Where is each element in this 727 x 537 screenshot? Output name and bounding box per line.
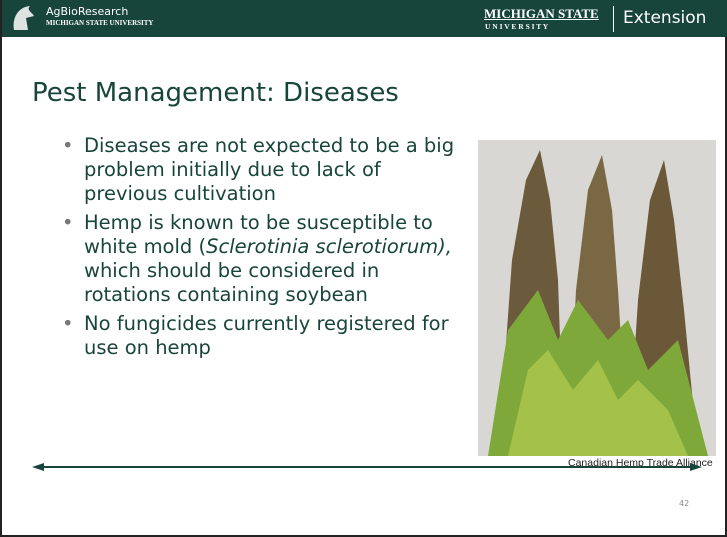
logo bbox=[10, 4, 36, 34]
slide-title: Pest Management: Diseases bbox=[32, 78, 399, 108]
bullet: No fungicides currently registered for u… bbox=[58, 312, 468, 360]
bullet-text: Diseases are not expected to be a big pr… bbox=[84, 134, 454, 205]
bullet-text: Sclerotinia sclerotiorum), bbox=[206, 235, 452, 258]
bullet-list: Diseases are not expected to be a big pr… bbox=[58, 134, 468, 365]
right-unit: Extension bbox=[623, 8, 706, 28]
header-bar: AgBioResearch MICHIGAN STATE UNIVERSITY … bbox=[2, 0, 727, 37]
left-subtitle: MICHIGAN STATE UNIVERSITY bbox=[46, 19, 153, 27]
footer-rule bbox=[32, 460, 702, 474]
page-number: 42 bbox=[679, 499, 689, 508]
right-title: MICHIGAN STATE bbox=[484, 6, 599, 22]
bullet: Diseases are not expected to be a big pr… bbox=[58, 134, 468, 206]
slide: AgBioResearch MICHIGAN STATE UNIVERSITY … bbox=[0, 0, 727, 537]
left-title: AgBioResearch bbox=[46, 6, 128, 18]
photo bbox=[478, 140, 716, 456]
bullet-text: which should be considered in rotations … bbox=[84, 259, 379, 306]
right-subtitle: U N I V E R S I T Y bbox=[485, 22, 548, 31]
bullet-text: No fungicides currently registered for u… bbox=[84, 312, 449, 359]
divider bbox=[613, 6, 614, 32]
bullet: Hemp is known to be susceptible to white… bbox=[58, 211, 468, 307]
